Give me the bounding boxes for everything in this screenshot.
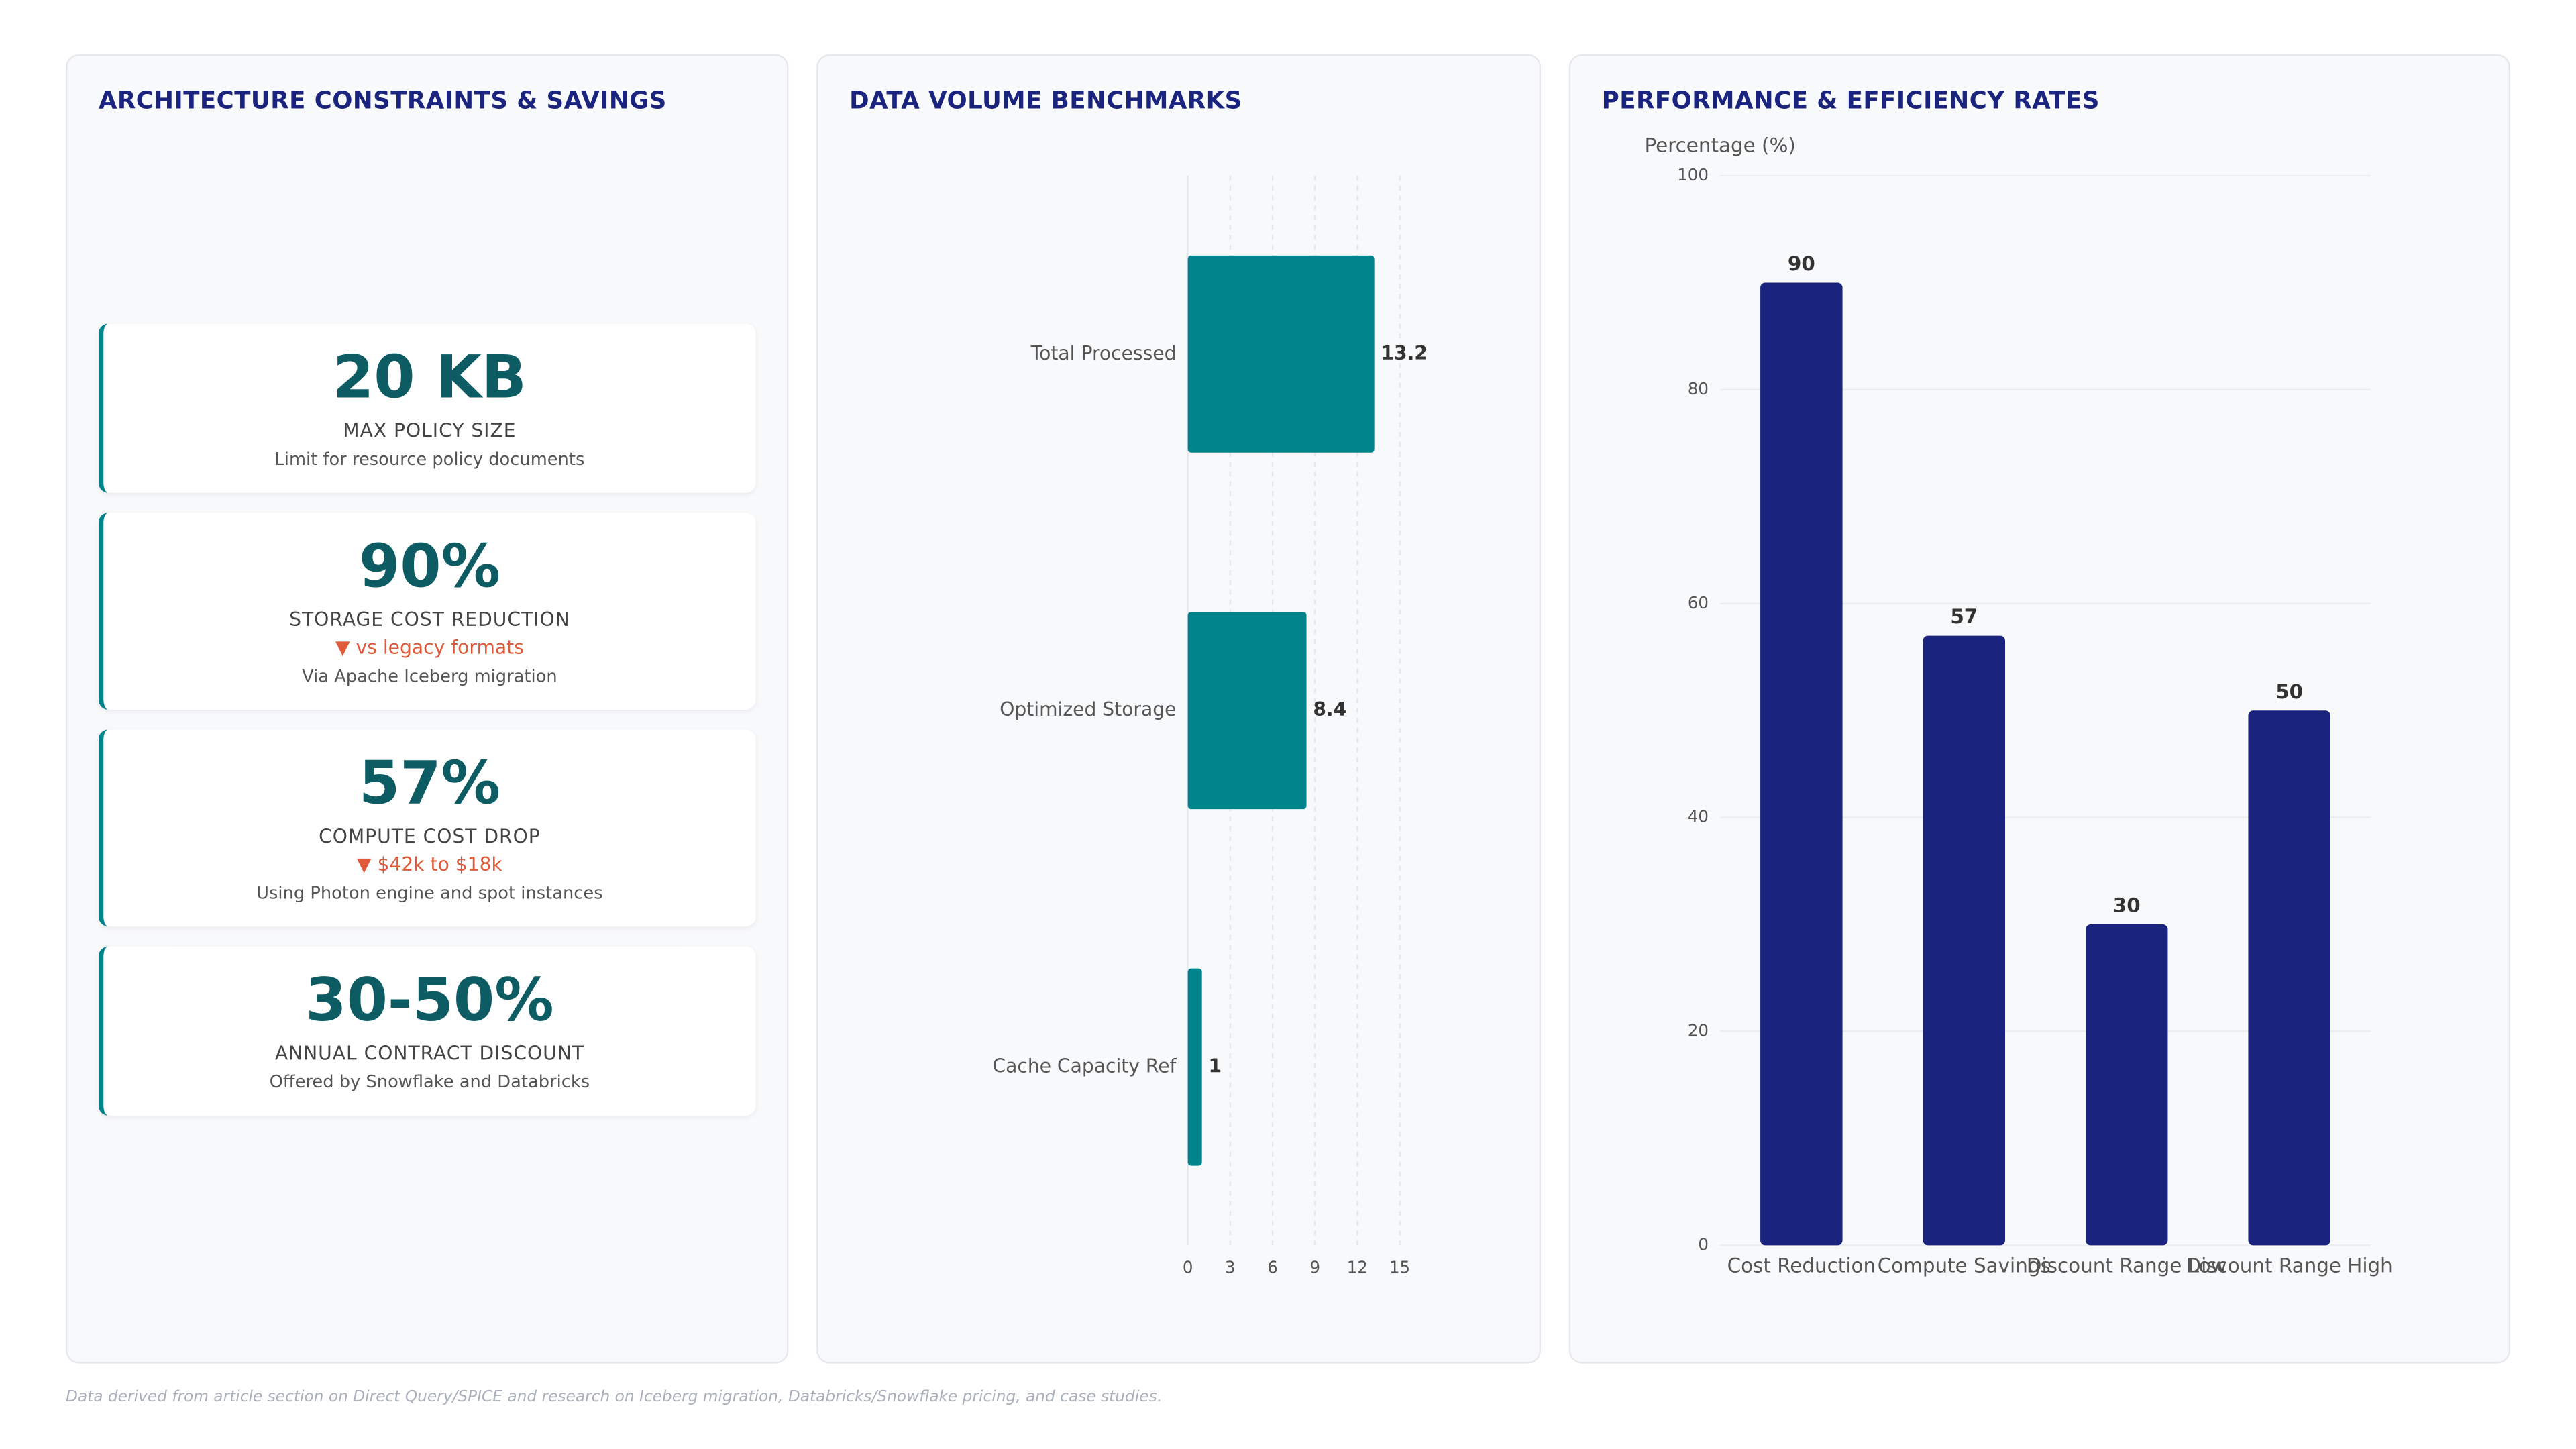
kpi-description: Via Apache Iceberg migration <box>302 667 557 687</box>
chart-panel: PERFORMANCE & EFFICIENCY RATES <box>1568 54 2511 1364</box>
value-label: 57 <box>1950 605 1978 628</box>
y-tick-label: 20 <box>1688 1020 1709 1040</box>
kpi-trend: ▼ $42k to $18k <box>356 853 502 876</box>
kpi-card: 30-50% ANNUAL CONTRACT DISCOUNT Offered by… <box>98 946 756 1116</box>
kpi-label: ANNUAL CONTRACT DISCOUNT <box>274 1041 585 1065</box>
x-tick-label: Compute Savings <box>1878 1254 2051 1277</box>
kpi-card: 57% COMPUTE COST DROP ▼ $42k to $18k Using … <box>98 729 756 927</box>
x-tick-label: 9 <box>1309 1258 1320 1277</box>
value-label: 30 <box>2113 894 2141 917</box>
kpi-value: 90% <box>358 533 500 602</box>
y-tick-label: 80 <box>1688 379 1709 398</box>
value-label: 50 <box>2275 680 2303 703</box>
value-label: 13.2 <box>1381 342 1427 364</box>
kpi-trend: ▼ vs legacy formats <box>335 635 524 659</box>
chart-panel: DATA VOLUME BENCHMARKS <box>816 54 1542 1364</box>
kpi-value: 30-50% <box>305 967 554 1035</box>
y-tick-label: Optimized Storage <box>1000 698 1176 720</box>
x-tick-label: 15 <box>1389 1258 1410 1277</box>
kpi-value: 57% <box>358 751 500 818</box>
bar <box>1187 968 1202 1166</box>
x-tick-label: 0 <box>1183 1258 1193 1277</box>
y-tick-label: 60 <box>1688 593 1709 612</box>
chart-title: PERFORMANCE & EFFICIENCY RATES <box>1601 89 2100 115</box>
y-tick-label: 100 <box>1677 165 1709 184</box>
x-tick-label: 6 <box>1267 1258 1278 1277</box>
x-tick-label: Discount Range High <box>2186 1254 2393 1277</box>
card-list: 20 KB MAX POLICY SIZE Limit for resource p… <box>98 323 756 1116</box>
kpi-panel: ARCHITECTURE CONSTRAINTS & SAVINGS 20 KB… <box>65 54 789 1364</box>
x-tick-label: 12 <box>1347 1258 1368 1277</box>
panel-title: ARCHITECTURE CONSTRAINTS & SAVINGS <box>98 89 667 115</box>
bar <box>2248 710 2330 1246</box>
bar <box>1923 635 2006 1246</box>
kpi-label: MAX POLICY SIZE <box>343 419 517 442</box>
y-tick-label: Total Processed <box>1030 342 1177 364</box>
y-tick-label: 0 <box>1698 1234 1709 1254</box>
kpi-value: 20 KB <box>332 345 527 413</box>
y-tick-label: Cache Capacity Ref <box>992 1055 1177 1077</box>
kpi-description: Using Photon engine and spot instances <box>256 883 603 904</box>
kpi-card: 20 KB MAX POLICY SIZE Limit for resource p… <box>98 323 756 493</box>
bar <box>1187 255 1375 453</box>
x-tick-label: Discount Range Low <box>2027 1254 2227 1277</box>
footnote: Data derived from article section on Dir… <box>65 1388 1163 1407</box>
bar <box>2086 924 2168 1246</box>
kpi-card: 90% STORAGE COST REDUCTION ▼ vs legacy for… <box>98 513 756 710</box>
kpi-label: COMPUTE COST DROP <box>319 824 541 848</box>
y-tick-label: 40 <box>1688 807 1709 826</box>
x-tick-label: Cost Reduction <box>1727 1254 1876 1277</box>
kpi-description: Offered by Snowflake and Databricks <box>269 1073 590 1093</box>
bar <box>1760 282 1843 1246</box>
value-label: 90 <box>1788 252 1815 275</box>
value-label: 1 <box>1208 1055 1222 1077</box>
kpi-label: STORAGE COST REDUCTION <box>289 608 570 631</box>
bar <box>1187 612 1307 810</box>
chart-title: DATA VOLUME BENCHMARKS <box>849 89 1242 115</box>
y-axis-label: Percentage (%) <box>1644 133 1795 156</box>
kpi-description: Limit for resource policy documents <box>274 450 585 470</box>
x-tick-label: 3 <box>1225 1258 1236 1277</box>
value-label: 8.4 <box>1313 698 1346 720</box>
